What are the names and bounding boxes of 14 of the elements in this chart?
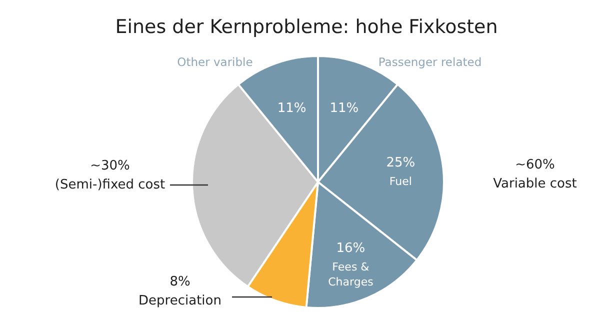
slice-label: Passenger related: [378, 54, 482, 69]
slice-label: Fees & Charges: [328, 260, 374, 288]
slice-label: Fuel: [389, 174, 412, 188]
data-label: 16%: [336, 240, 366, 256]
slice-label: (Semi-)fixed cost: [54, 177, 166, 192]
data-label: 8%: [170, 274, 190, 290]
data-label: 11%: [330, 100, 359, 116]
chart-title: Eines der Kernprobleme: hohe Fixkosten: [115, 16, 498, 38]
slice-label: Other varible: [177, 54, 253, 69]
slice-label: Depreciation: [138, 293, 222, 308]
data-label: 25%: [386, 155, 416, 170]
data-label: ~30%: [90, 158, 130, 174]
data-label: 11%: [277, 100, 306, 116]
text: ~60% Variable cost: [493, 157, 577, 192]
